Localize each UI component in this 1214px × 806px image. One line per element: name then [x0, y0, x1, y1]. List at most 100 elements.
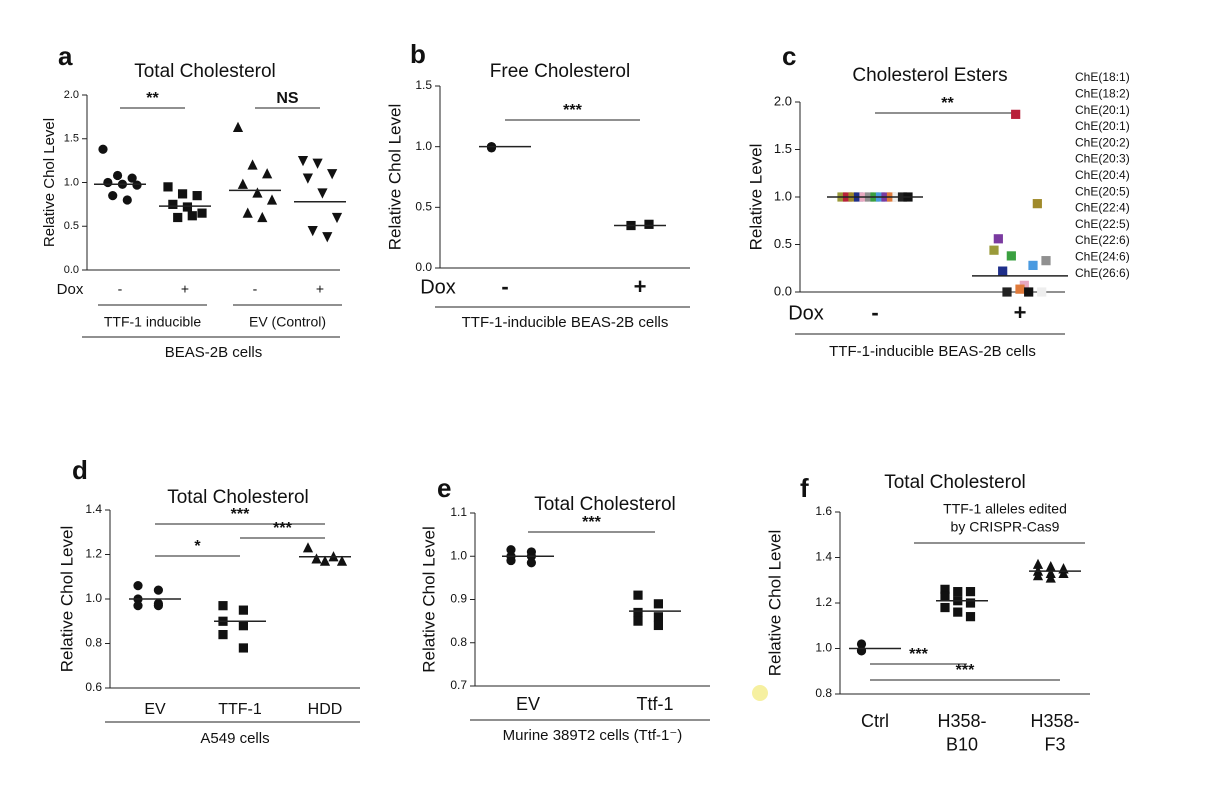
legend-label: ChE(20:4)	[1075, 168, 1130, 182]
y-axis-label: Relative Chol Level	[765, 530, 784, 676]
x-axis-label: A549 cells	[200, 730, 269, 747]
y-tick-label: 1.0	[774, 188, 792, 203]
significance-label: ***	[273, 520, 292, 537]
data-point	[168, 199, 178, 209]
data-point	[953, 607, 963, 617]
data-point	[122, 195, 132, 205]
data-point	[317, 188, 328, 199]
y-tick-label: 1.0	[64, 176, 79, 188]
data-point	[297, 156, 309, 167]
x-category-label: -	[253, 281, 258, 297]
chart-title: Total Cholesterol	[534, 494, 676, 515]
y-tick-label: 1.4	[815, 550, 832, 564]
x-category-label: +	[634, 274, 647, 299]
y-tick-label: 0.8	[815, 686, 832, 700]
data-point	[998, 266, 1008, 276]
data-point	[1032, 558, 1044, 569]
y-tick-label: 1.5	[415, 78, 432, 92]
x-category-label: EV	[144, 701, 166, 718]
data-point	[989, 245, 999, 255]
legend-label: ChE(22:4)	[1075, 201, 1130, 215]
data-point	[327, 169, 338, 180]
x-category-label: +	[1014, 300, 1027, 325]
data-point	[965, 587, 976, 597]
y-tick-label: 0.7	[450, 678, 467, 692]
data-point	[965, 612, 976, 622]
y-tick-label: 1.5	[774, 141, 792, 156]
data-point	[633, 616, 643, 626]
data-point	[112, 170, 123, 181]
y-tick-label: 1.4	[85, 502, 102, 516]
x-category-label: -	[871, 300, 878, 325]
cursor-highlight	[752, 685, 768, 701]
data-point	[127, 173, 137, 183]
row-label: Dox	[420, 276, 456, 298]
significance-label: ***	[563, 102, 582, 119]
y-tick-label: 2.0	[774, 93, 792, 108]
chart-title: Total Cholesterol	[134, 61, 276, 82]
x-category-label: Ttf-1	[636, 694, 673, 714]
data-point	[247, 159, 258, 170]
data-point	[319, 555, 331, 566]
data-point	[98, 144, 108, 154]
y-tick-label: 0.0	[64, 264, 79, 276]
annotation: by CRISPR-Cas9	[951, 519, 1060, 535]
legend-label: ChE(24:6)	[1075, 249, 1130, 263]
data-point	[1024, 287, 1034, 297]
y-tick-label: 1.5	[64, 133, 79, 145]
data-point	[1032, 199, 1042, 209]
data-point	[238, 605, 248, 615]
legend-label: ChE(20:1)	[1075, 103, 1130, 117]
data-point	[1045, 572, 1056, 583]
panel-letter: d	[72, 455, 88, 485]
data-point	[653, 620, 663, 631]
data-point	[336, 555, 348, 566]
y-axis-label: Relative Chol Level	[57, 526, 76, 672]
y-tick-label: 0.0	[774, 283, 792, 298]
data-point	[232, 121, 244, 132]
legend-label: ChE(22:6)	[1075, 233, 1130, 247]
x-category-label: EV	[516, 694, 540, 714]
data-point	[653, 599, 663, 609]
data-point	[238, 621, 248, 631]
data-point	[302, 173, 313, 184]
data-point	[312, 158, 323, 169]
significance-label: ***	[956, 662, 975, 679]
chart-title: Cholesterol Esters	[852, 65, 1007, 86]
legend-label: ChE(20:2)	[1075, 135, 1130, 149]
y-axis-label: Relative Chol Level	[385, 104, 404, 250]
data-point	[103, 177, 113, 188]
data-point	[331, 212, 343, 224]
data-point	[1045, 561, 1056, 572]
y-tick-label: 0.5	[774, 236, 792, 251]
legend-label: ChE(20:5)	[1075, 184, 1130, 198]
legend-label: ChE(22:5)	[1075, 217, 1130, 231]
data-point	[182, 202, 193, 212]
data-point	[218, 630, 228, 640]
data-point	[218, 601, 228, 611]
data-point	[311, 553, 322, 564]
significance-label: **	[146, 90, 159, 107]
data-point	[856, 646, 867, 656]
y-axis-label: Relative Chol Level	[41, 118, 58, 247]
data-point	[953, 587, 963, 597]
data-point	[965, 598, 976, 608]
y-axis-label: Relative Chol Level	[419, 526, 438, 672]
data-point	[266, 194, 278, 205]
row-label: Dox	[57, 281, 84, 298]
legend-label: ChE(18:1)	[1075, 70, 1130, 84]
y-tick-label: 0.8	[450, 635, 467, 649]
data-point	[133, 601, 143, 611]
data-point	[1028, 260, 1038, 270]
data-point	[506, 545, 516, 555]
data-point	[237, 178, 248, 189]
panel-letter: b	[410, 39, 426, 69]
data-point	[177, 189, 188, 199]
panel-letter: f	[800, 473, 809, 503]
y-tick-label: 0.0	[415, 260, 432, 274]
data-point	[153, 585, 163, 595]
data-point	[1006, 251, 1016, 261]
y-tick-label: 1.6	[815, 504, 832, 518]
x-category-label: +	[181, 281, 189, 297]
data-point	[322, 232, 333, 243]
